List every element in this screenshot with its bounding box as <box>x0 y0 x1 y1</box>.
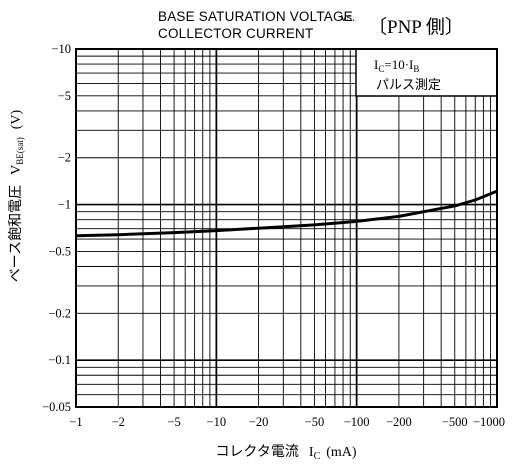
x-axis-label-text: コレクタ電流 <box>215 444 298 460</box>
condition-ib-sub: B <box>413 64 419 74</box>
plot-frame <box>75 48 498 408</box>
y-tick-labels: −0.05 −0.1 −0.2 −0.5 −1 −2 −5 −10 <box>42 42 71 414</box>
x-axis-label-symbol: I <box>309 445 314 460</box>
x-tick-labels: −1 −2 −5 −10 −20 −50 −100 −200 −500 −1000 <box>69 415 505 429</box>
x-axis-label-sub: C <box>314 451 321 462</box>
condition-formula: IC=10·IB <box>374 57 419 74</box>
y-tick-label: −0.05 <box>42 400 71 414</box>
x-tick-label: −500 <box>442 415 468 429</box>
y-axis-label: ベース飽和電圧 VBE(sat) (V) <box>7 109 25 282</box>
y-axis-label-symbol: V <box>9 165 24 175</box>
y-axis-label-text: ベース飽和電圧 <box>7 185 24 282</box>
y-tick-label: −2 <box>58 151 71 165</box>
series-line <box>75 189 498 238</box>
x-tick-label: −1 <box>69 415 82 429</box>
y-tick-label: −0.2 <box>48 306 71 320</box>
x-tick-label: −20 <box>249 415 269 429</box>
x-tick-label: −5 <box>167 415 180 429</box>
x-tick-label: −10 <box>207 415 227 429</box>
x-axis-label: コレクタ電流 IC (mA) <box>215 444 356 462</box>
chart-title-line2: COLLECTOR CURRENT <box>158 26 313 41</box>
condition-mid: =10·I <box>384 57 413 72</box>
condition-pulse: パルス測定 <box>376 77 441 92</box>
x-tick-label: −100 <box>344 415 370 429</box>
y-tick-label: −10 <box>51 42 71 56</box>
x-tick-label: −200 <box>386 415 412 429</box>
x-tick-label: −2 <box>112 415 125 429</box>
y-axis-label-unit: (V) <box>9 109 24 129</box>
y-tick-label: −0.5 <box>48 244 71 258</box>
y-tick-label: −5 <box>58 89 71 103</box>
y-axis-label-sub: BE(sat) <box>15 137 25 165</box>
condition-ic-symbol: I <box>374 57 378 72</box>
y-tick-label: −0.1 <box>48 353 71 367</box>
condition-ic-sub: C <box>378 64 384 74</box>
x-tick-label: −1000 <box>473 415 505 429</box>
x-tick-label: −50 <box>305 415 325 429</box>
y-tick-label: −1 <box>58 198 71 212</box>
chart-title-vs: vs. <box>341 12 355 24</box>
chart-title-line1: BASE SATURATION VOLTAGE <box>158 9 353 24</box>
x-axis-label-unit: (mA) <box>326 445 357 460</box>
chart-title-tag: 〔PNP 側〕 <box>368 16 464 38</box>
